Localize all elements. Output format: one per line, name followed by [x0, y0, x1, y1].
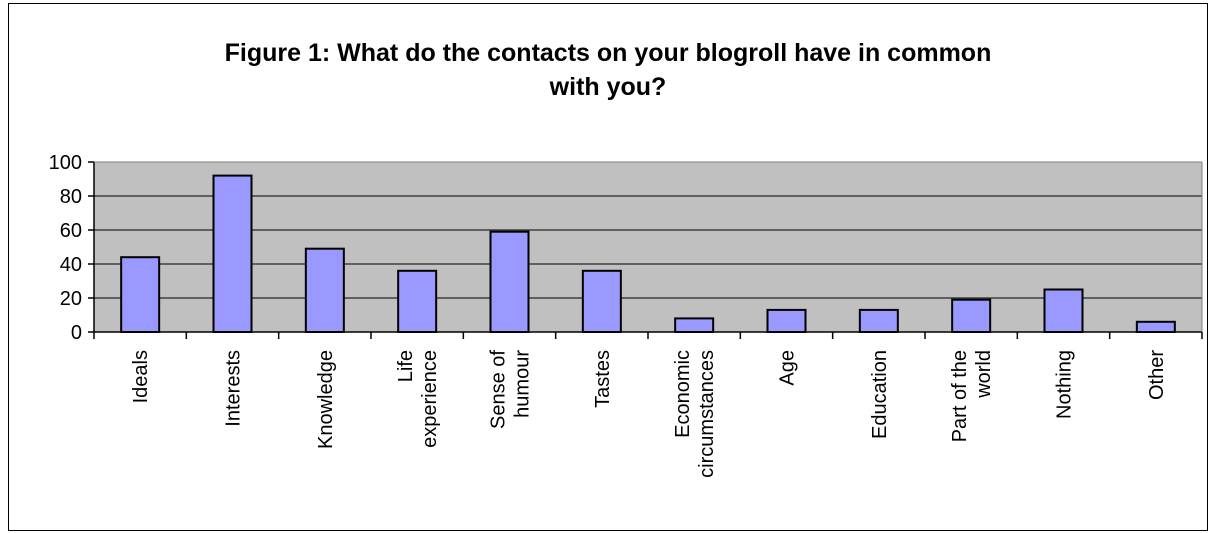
- x-tick-label: Knowledge: [315, 350, 337, 449]
- x-tick-label: Part of the world: [949, 350, 995, 442]
- x-tick-label: Interests: [223, 350, 245, 427]
- chart-title: Figure 1: What do the contacts on your b…: [0, 36, 1216, 104]
- bar: [120, 256, 161, 334]
- axes: [88, 161, 1203, 339]
- x-tick-labels: Ideals Interests Knowledge Life experience Se…: [130, 350, 1168, 478]
- x-tick-label-line: Life: [395, 350, 417, 382]
- x-tick-label-line: circumstances: [696, 350, 718, 478]
- bar: [212, 174, 253, 333]
- x-tick-label-line: Ideals: [130, 350, 152, 403]
- bar: [766, 308, 807, 333]
- y-tick-label: 100: [49, 152, 82, 174]
- bar: [674, 317, 715, 333]
- x-tick-label: Sense of humour: [488, 350, 534, 429]
- x-tick-label-line: Age: [777, 350, 799, 386]
- x-tick-label: Tastes: [592, 350, 614, 408]
- bars: [120, 174, 1176, 334]
- x-tick-label-line: Nothing: [1054, 350, 1076, 419]
- bar: [1135, 320, 1176, 333]
- x-tick-label-line: Knowledge: [315, 350, 337, 449]
- plot-area: [94, 162, 1202, 332]
- y-tick-label: 40: [60, 254, 82, 276]
- y-tick-label: 80: [60, 186, 82, 208]
- y-tick-label: 0: [71, 322, 82, 344]
- y-tick-label: 60: [60, 220, 82, 242]
- x-tick-label-line: Other: [1146, 350, 1168, 400]
- x-tick-label: Education: [869, 350, 891, 439]
- x-tick-label-line: Tastes: [592, 350, 614, 408]
- y-tick-labels: 0 20 40 60 80 100: [49, 152, 82, 344]
- bar: [304, 247, 345, 333]
- bar: [397, 269, 438, 333]
- x-tick-label: Economic circumstances: [672, 350, 718, 478]
- x-tick-label: Age: [777, 350, 799, 386]
- chart-title-line-1: Figure 1: What do the contacts on your b…: [224, 39, 992, 67]
- x-tick-label: Life experience: [395, 350, 441, 448]
- bar: [1043, 288, 1084, 333]
- x-tick-label-line: Part of the: [949, 350, 971, 442]
- y-tick-label: 20: [60, 288, 82, 310]
- chart-title-line-2: with you?: [549, 73, 667, 101]
- x-tick-label-line: Interests: [223, 350, 245, 427]
- x-tick-label-line: experience: [419, 350, 441, 448]
- x-tick-label: Nothing: [1054, 350, 1076, 419]
- x-tick-label: Ideals: [130, 350, 152, 403]
- x-tick-label: Other: [1146, 350, 1168, 400]
- x-tick-label-line: humour: [512, 350, 534, 418]
- bar: [858, 308, 899, 333]
- bar: [581, 269, 622, 333]
- bar: [489, 230, 530, 333]
- x-tick-label-line: world: [973, 350, 995, 399]
- x-tick-label-line: Sense of: [488, 350, 510, 429]
- x-tick-label-line: Economic: [672, 350, 694, 438]
- x-tick-label-line: Education: [869, 350, 891, 439]
- bar: [951, 298, 992, 334]
